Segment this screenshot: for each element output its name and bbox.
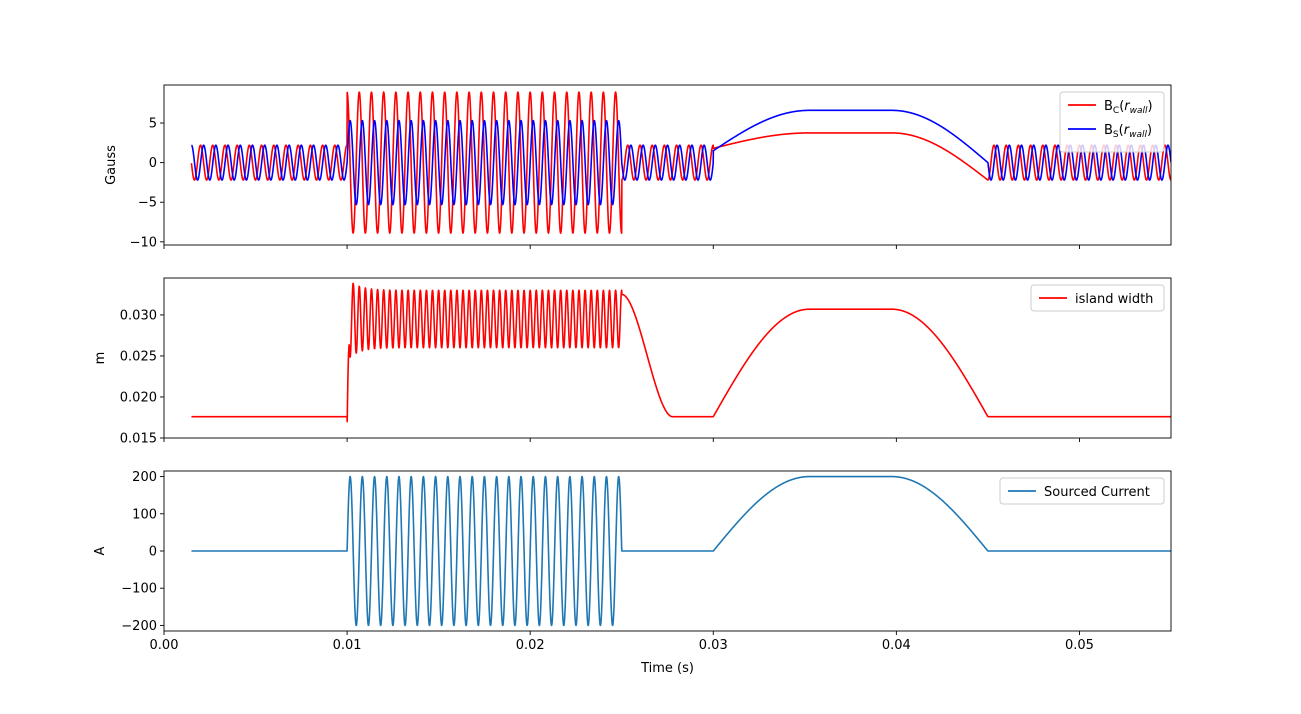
- y-tick-label: 100: [132, 507, 157, 522]
- legend: Sourced Current: [999, 477, 1165, 505]
- subplot-2: 0.015 0.020 0.025 0.030 m island width: [93, 277, 1172, 447]
- y-axis-label: Gauss: [104, 145, 119, 185]
- y-tick-label: 0.015: [120, 432, 157, 447]
- y-tick-label: 0.020: [120, 390, 157, 405]
- x-tick-label: 0.04: [882, 638, 911, 653]
- y-tick-label: 5: [149, 117, 157, 132]
- y-axis-label: m: [93, 352, 108, 365]
- x-tick-label: 0.03: [699, 638, 728, 653]
- legend-label: island width: [1075, 292, 1153, 307]
- subplot-3: 0.00 0.01 0.02 0.03 0.04 0.05 −200 −100 0 100 200 A…: [93, 470, 1172, 676]
- series-line-1-2: [190, 109, 1171, 206]
- legend-box: [999, 477, 1165, 505]
- y-tick-label: 200: [132, 470, 157, 485]
- legend-box: [1059, 91, 1165, 153]
- legend-label: BS(rwall): [1104, 123, 1152, 140]
- subplot-1: −10 −5 0 5 Gauss BC(rwall) BS(rwall): [104, 84, 1172, 250]
- y-tick-label: 0.030: [120, 308, 157, 323]
- y-tick-label: 0: [149, 156, 157, 171]
- legend-box: [1030, 284, 1165, 312]
- legend: island width: [1030, 284, 1165, 312]
- axes-frame: [163, 84, 1172, 246]
- series-line-3-1: [190, 475, 1171, 627]
- y-axis-label: A: [93, 546, 108, 555]
- y-tick-label: −10: [130, 235, 157, 250]
- legend-label: BC(rwall): [1104, 99, 1153, 116]
- x-tick-label: 0.05: [1065, 638, 1094, 653]
- series-line-2-1: [190, 282, 1171, 423]
- legend: BC(rwall) BS(rwall): [1059, 91, 1165, 153]
- y-tick-label: −200: [121, 619, 157, 634]
- axes-frame: [163, 277, 1172, 439]
- y-tick-label: 0.025: [120, 349, 157, 364]
- x-tick-label: 0.00: [150, 638, 179, 653]
- y-tick-label: −5: [138, 196, 157, 211]
- x-tick-label: 0.01: [333, 638, 362, 653]
- x-tick-label: 0.02: [516, 638, 545, 653]
- x-axis-label: Time (s): [640, 661, 694, 676]
- y-tick-label: −100: [121, 582, 157, 597]
- legend-label: Sourced Current: [1044, 485, 1150, 500]
- y-tick-label: 0: [149, 545, 157, 560]
